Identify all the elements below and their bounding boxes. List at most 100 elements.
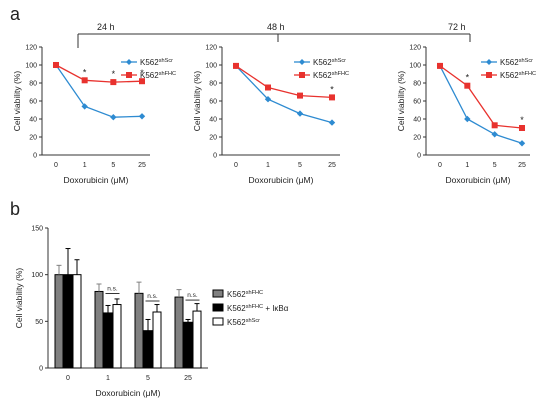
y-tick-label: 100 [409,63,421,70]
bar-1 [63,274,73,369]
y-tick-label: 60 [413,99,421,106]
y-tick-label: 80 [209,81,217,88]
line-chart-2: 0 20 40 60 80 100 120 0 1 5 25 Doxorubicin (μM) Cell… [396,45,536,186]
x-tick-label: 0 [66,375,70,382]
y-tick-label: 60 [209,99,217,106]
y-tick-label: 40 [209,117,217,124]
bar-1 [143,330,153,369]
data-point-shFHC [110,79,117,86]
bar-1 [103,312,113,369]
bar-0 [54,274,64,369]
significance-marker: * [520,115,524,125]
series-line-shScr [439,65,523,144]
x-tick-label: 0 [438,162,442,169]
bar-2 [72,274,82,369]
x-tick-label: 0 [234,162,238,169]
significance-marker: * [466,73,470,83]
series-line-shFHC [439,65,523,129]
legend-label: K562shFHC + IκBα [227,304,289,313]
bar-1 [183,321,193,369]
x-tick-label: 1 [83,162,87,169]
legend-swatch [212,303,224,312]
x-tick-label: 25 [518,162,526,169]
data-point-shScr [464,115,471,123]
bar-2 [152,311,162,369]
bar-0 [174,296,184,369]
y-tick-label: 0 [39,366,43,373]
legend-marker [299,72,305,78]
x-axis-title: Doxorubicin (μM) [64,175,129,185]
x-tick-label: 5 [298,162,302,169]
series-line-shScr [235,65,333,124]
x-tick-label: 1 [106,375,110,382]
y-tick-label: 0 [213,153,217,160]
data-point-shFHC [329,94,335,101]
data-point-shFHC [233,62,239,69]
legend-marker [126,59,132,65]
data-point-shFHC [81,77,88,84]
timepoint-24h: 24 h [97,22,115,32]
ns-annotation: n.s. [187,292,198,299]
timepoint-48h: 48 h [267,22,285,32]
y-tick-label: 120 [205,45,217,52]
legend-swatch [212,317,224,326]
legend-marker [126,72,132,78]
bar-0 [134,292,144,369]
series-line-shFHC [235,65,333,99]
bar-2 [192,310,202,369]
legend-swatch [212,289,224,298]
bar-chart: 0 50 100 150 0 1 n.s. 5 n.s. 25 n.s. Doxorubicin (μ… [14,226,289,399]
legend-label: K562shScr [313,58,346,67]
y-tick-label: 120 [25,45,37,52]
data-point-shScr [491,131,498,138]
bar-0 [94,290,104,369]
y-tick-label: 100 [31,272,43,279]
data-point-shScr [328,119,336,126]
x-tick-label: 1 [266,162,270,169]
legend-label: K562shScr [227,318,260,327]
timepoint-72h: 72 h [448,22,466,32]
legend-label: K562shFHC [313,71,349,80]
y-tick-label: 60 [29,99,37,106]
y-tick-label: 20 [29,135,37,142]
data-point-shFHC [464,82,471,89]
legend-marker [299,59,305,65]
x-tick-label: 5 [493,162,497,169]
bar-2 [112,304,122,369]
data-point-shScr [296,110,304,117]
y-axis-title: Cell viability (%) [396,71,406,132]
panel-label-a: a [10,4,21,24]
y-tick-label: 80 [413,81,421,88]
y-axis-title: Cell viability (%) [14,268,24,329]
line-chart-1: 0 20 40 60 80 100 120 0 1 5 25 Doxorubicin (μM) Cell… [192,45,349,186]
x-tick-label: 25 [184,375,192,382]
y-axis-title: Cell viability (%) [12,71,22,132]
x-tick-label: 25 [328,162,336,169]
x-tick-label: 1 [465,162,469,169]
y-tick-label: 0 [417,153,421,160]
x-axis-title: Doxorubicin (μM) [96,388,161,398]
data-point-shScr [264,96,272,103]
data-point-shScr [138,113,146,120]
series-line-shFHC [55,64,143,83]
data-point-shFHC [139,78,145,85]
ns-annotation: n.s. [147,293,158,300]
data-point-shFHC [491,122,498,129]
data-point-shScr [110,114,117,121]
data-point-shFHC [297,92,303,99]
data-point-shFHC [265,84,271,91]
series-line-shScr [55,64,143,118]
legend-label: K562shFHC [227,290,263,299]
x-tick-label: 5 [111,162,115,169]
legend-label: K562shScr [140,58,173,67]
data-point-shScr [518,140,526,147]
significance-marker: * [140,68,144,78]
significance-marker: * [330,84,334,94]
y-tick-label: 0 [33,153,37,160]
y-tick-label: 40 [413,117,421,124]
legend-label: K562shScr [500,58,533,67]
data-point-shScr [81,103,88,110]
significance-marker: * [83,67,87,77]
